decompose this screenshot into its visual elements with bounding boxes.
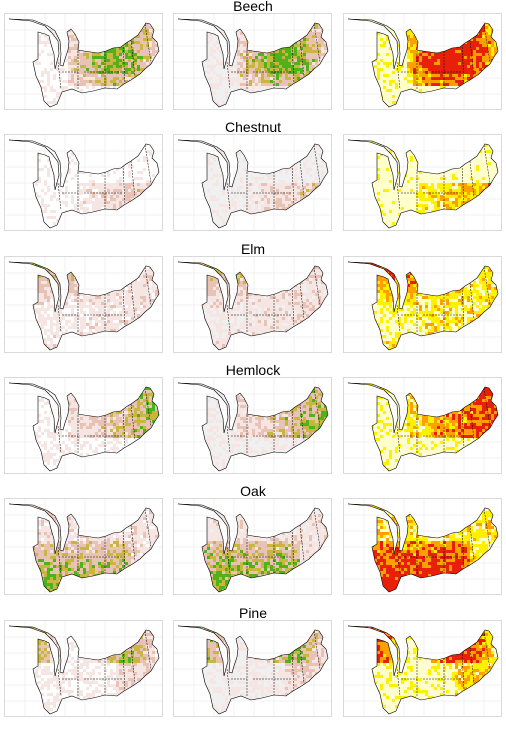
map-svg [5,621,162,716]
map-panel-2-1 [173,256,332,353]
row-title-4: Oak [0,483,506,499]
region-outline [177,382,329,472]
map-svg [344,14,501,109]
region-outline [177,139,329,229]
map-svg [344,135,501,230]
state-boundaries [178,143,321,211]
map-panel-1-0 [4,134,163,231]
map-panel-3-1 [173,377,332,474]
map-panel-5-1 [173,620,332,717]
region-outline [347,261,499,351]
map-svg [344,621,501,716]
map-svg [5,499,162,594]
map-svg [174,135,331,230]
map-svg [5,257,162,352]
map-panel-4-2 [343,498,502,595]
region-outline [347,139,499,229]
row-title-1: Chestnut [0,119,506,135]
map-panel-0-1 [173,13,332,110]
region-outline [177,625,329,715]
map-panel-4-0 [4,498,163,595]
map-svg [344,499,501,594]
map-panel-1-1 [173,134,332,231]
map-svg [174,499,331,594]
row-title-5: Pine [0,605,506,621]
map-svg [5,378,162,473]
map-svg [344,257,501,352]
map-svg [5,14,162,109]
map-panel-4-1 [173,498,332,595]
map-panel-2-2 [343,256,502,353]
map-svg [174,14,331,109]
region-outline [347,382,499,472]
map-panel-3-0 [4,377,163,474]
region-outline [177,18,329,108]
region-outline [347,503,499,593]
map-panel-1-2 [343,134,502,231]
row-title-0: Beech [0,0,506,14]
map-svg [174,257,331,352]
map-panel-5-0 [4,620,163,717]
map-svg [5,135,162,230]
map-svg [174,378,331,473]
region-outline [177,503,329,593]
map-panel-3-2 [343,377,502,474]
state-boundaries [9,265,152,333]
row-title-3: Hemlock [0,362,506,378]
map-panel-0-0 [4,13,163,110]
region-outline [8,625,160,715]
map-panel-0-2 [343,13,502,110]
row-title-2: Elm [0,241,506,257]
region-outline [347,18,499,108]
map-panel-5-2 [343,620,502,717]
map-svg [344,378,501,473]
region-outline [8,18,160,108]
region-outline [347,625,499,715]
region-outline [8,503,160,593]
region-outline [177,261,329,351]
map-panel-2-0 [4,256,163,353]
region-outline [8,382,160,472]
region-outline [8,139,160,229]
region-outline [8,261,160,351]
map-svg [174,621,331,716]
